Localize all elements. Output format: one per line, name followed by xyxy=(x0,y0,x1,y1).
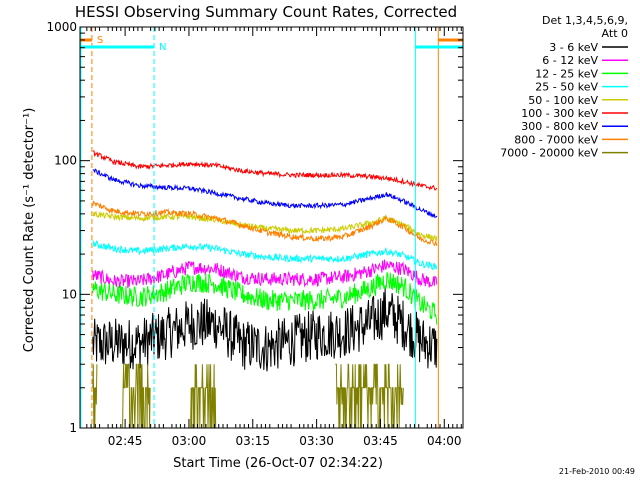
legend-label-7: 800 - 7000 keV xyxy=(514,133,598,146)
x-tick-label: 03:00 xyxy=(172,434,207,448)
legend-label-8: 7000 - 20000 keV xyxy=(500,147,598,160)
x-tick-label: 03:45 xyxy=(363,434,398,448)
legend-header-line-1: Det 1,3,4,5,6,9, xyxy=(542,14,628,27)
plot-frame xyxy=(79,26,464,429)
legend-header-line-2: Att 0 xyxy=(602,27,628,40)
y-tick-label: 100 xyxy=(54,154,77,168)
x-tick-label: 02:45 xyxy=(108,434,143,448)
y-tick-label: 10 xyxy=(62,287,77,301)
y-tick-label: 1 xyxy=(69,421,77,435)
legend-label-4: 50 - 100 keV xyxy=(528,94,598,107)
n-annotation: N xyxy=(159,42,166,53)
series-line-3 xyxy=(92,240,438,271)
x-tick-label: 04:00 xyxy=(427,434,462,448)
legend-label-0: 3 - 6 keV xyxy=(549,41,598,54)
s-annotation: S xyxy=(97,35,103,46)
y-axis: 1 10 100 1000 xyxy=(46,20,463,435)
y-tick-label: 1000 xyxy=(46,20,77,34)
chart-title: HESSI Observing Summary Count Rates, Cor… xyxy=(75,3,457,21)
x-axis-label: Start Time (26-Oct-07 02:34:22) xyxy=(173,456,383,471)
legend-label-2: 12 - 25 keV xyxy=(535,67,598,80)
series-line-0 xyxy=(92,287,438,372)
series-line-2 xyxy=(92,272,438,325)
series-line-4 xyxy=(92,211,438,243)
x-tick-label: 03:30 xyxy=(299,434,334,448)
legend-label-3: 25 - 50 keV xyxy=(535,81,598,94)
x-tick-label: 03:15 xyxy=(235,434,270,448)
legend-label-6: 300 - 800 keV xyxy=(521,120,598,133)
footer-date: 21-Feb-2010 00:49 xyxy=(559,467,635,476)
x-axis: 02:45 03:00 03:15 03:30 03:45 04:00 xyxy=(86,27,462,448)
series-line-5 xyxy=(92,150,438,191)
y-axis-label: Corrected Count Rate (s⁻¹ detector⁻¹) xyxy=(22,108,37,353)
series-line-6 xyxy=(92,168,438,219)
series-line-1 xyxy=(92,259,438,289)
series-line-7 xyxy=(92,200,438,247)
legend-label-5: 100 - 300 keV xyxy=(521,107,598,120)
series-olive-block-1 xyxy=(122,363,151,429)
legend-label-1: 6 - 12 keV xyxy=(542,54,598,67)
